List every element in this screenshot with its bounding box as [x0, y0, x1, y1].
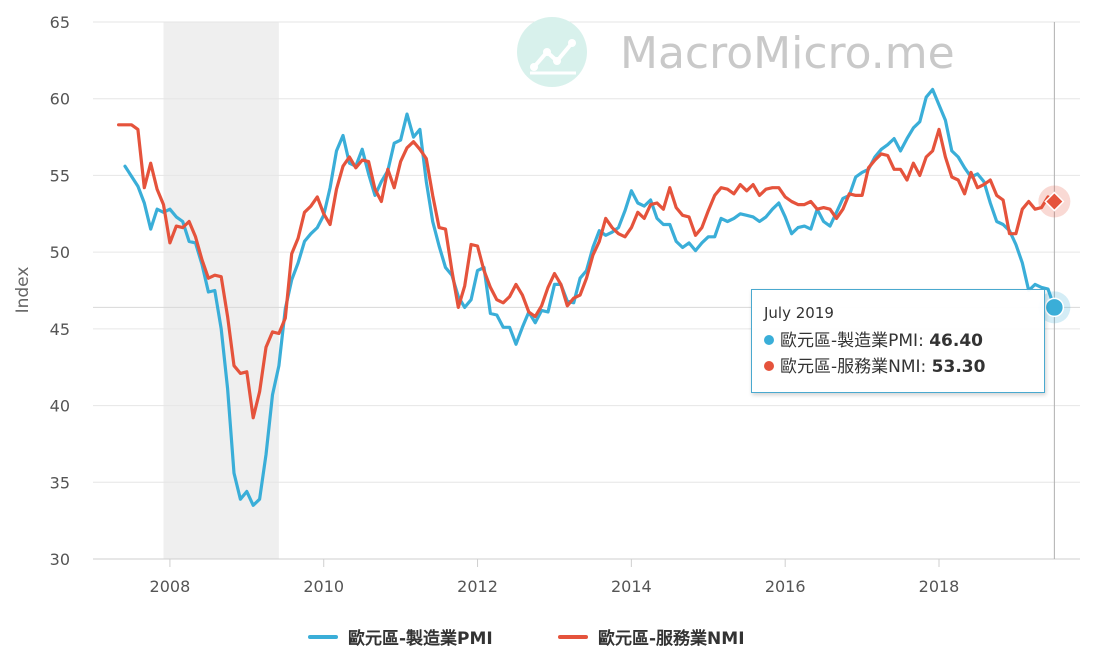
series-line-nmi — [116, 123, 1057, 420]
tooltip-row-nmi: 歐元區-服務業NMI: 53.30 — [764, 354, 1032, 380]
nmi-dot-icon — [764, 361, 774, 371]
watermark-badge — [517, 17, 587, 87]
y-tick-label: 45 — [50, 320, 70, 339]
y-tick-label: 50 — [50, 243, 70, 262]
pmi-dot-icon — [764, 335, 774, 345]
nmi-marker-diamond-icon[interactable] — [1044, 191, 1065, 212]
macromicro-watermark: MacroMicro.me — [517, 17, 955, 87]
y-tick-label: 55 — [50, 166, 70, 185]
tooltip-row-value: 53.30 — [931, 357, 986, 377]
y-tick-label: 40 — [50, 397, 70, 416]
legend-line-icon — [558, 635, 588, 639]
tooltip-row-label: 歐元區-服務業NMI: — [780, 357, 932, 377]
tooltip-title: July 2019 — [764, 304, 834, 322]
x-tick-label: 2008 — [150, 577, 191, 596]
x-tick-label: 2014 — [611, 577, 652, 596]
y-tick-label: 60 — [50, 90, 70, 109]
y-tick-label: 65 — [50, 13, 70, 32]
y-axis-title: Index — [13, 267, 33, 314]
pmi-marker-circle-icon[interactable] — [1044, 297, 1065, 318]
legend-item-nmi[interactable]: 歐元區-服務業NMI — [558, 624, 745, 654]
watermark-text: MacroMicro.me — [620, 28, 955, 79]
chart-line-icon — [530, 39, 576, 75]
tooltip-row-pmi: 歐元區-製造業PMI: 46.40 — [764, 328, 1032, 354]
recession-shade — [163, 22, 279, 559]
legend-line-icon — [308, 635, 338, 639]
x-tick-label: 2016 — [765, 577, 806, 596]
legend-label: 歐元區-服務業NMI — [598, 629, 745, 649]
legend: 歐元區-製造業PMI 歐元區-服務業NMI — [0, 624, 1094, 654]
y-tick-label: 30 — [50, 550, 70, 569]
x-tick-label: 2018 — [919, 577, 960, 596]
tooltip: July 2019 歐元區-製造業PMI: 46.40 歐元區-服務業NMI: … — [751, 289, 1045, 393]
tooltip-row-value: 46.40 — [929, 331, 983, 351]
y-tick-label: 35 — [50, 473, 70, 492]
x-tick-label: 2010 — [303, 577, 344, 596]
tooltip-row-label: 歐元區-製造業PMI: — [780, 331, 930, 351]
x-tick-label: 2012 — [457, 577, 498, 596]
legend-item-pmi[interactable]: 歐元區-製造業PMI — [308, 624, 493, 654]
legend-label: 歐元區-製造業PMI — [348, 629, 493, 649]
